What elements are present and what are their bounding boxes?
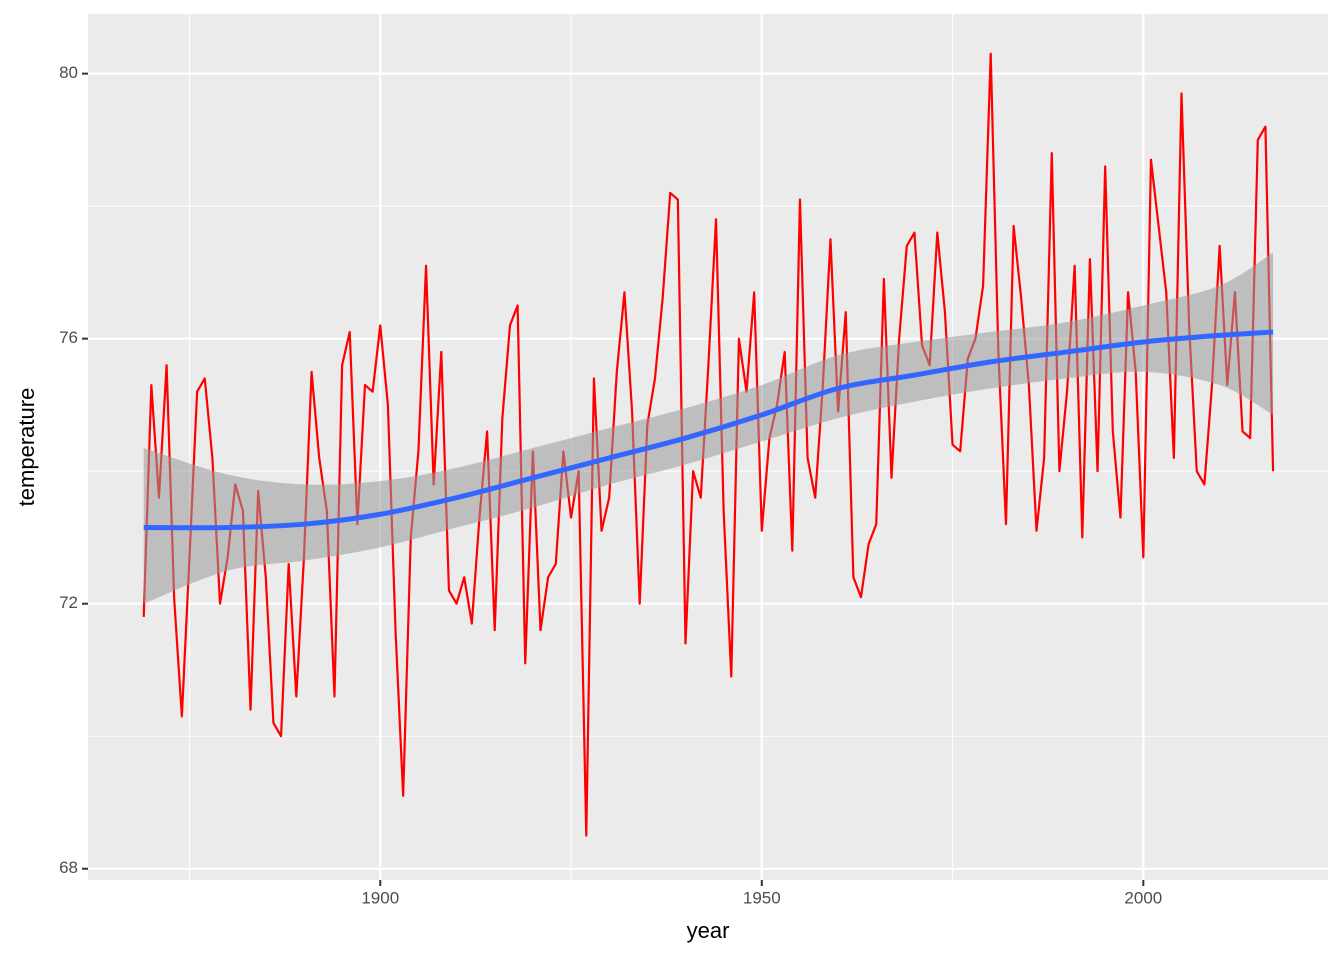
x-tick-label: 1950 [743, 888, 781, 907]
x-tick-label: 1900 [361, 888, 399, 907]
x-tick-label: 2000 [1124, 888, 1162, 907]
x-axis-title: year [687, 918, 730, 943]
smooth-line [143, 329, 1274, 531]
y-tick-label: 68 [59, 858, 78, 877]
confidence-ribbon [143, 252, 1274, 604]
y-tick-label: 80 [59, 63, 78, 82]
temperature-line [142, 52, 1275, 837]
y-axis-title: temperature [14, 388, 39, 507]
y-tick-label: 76 [59, 328, 78, 347]
y-tick-label: 72 [59, 593, 78, 612]
